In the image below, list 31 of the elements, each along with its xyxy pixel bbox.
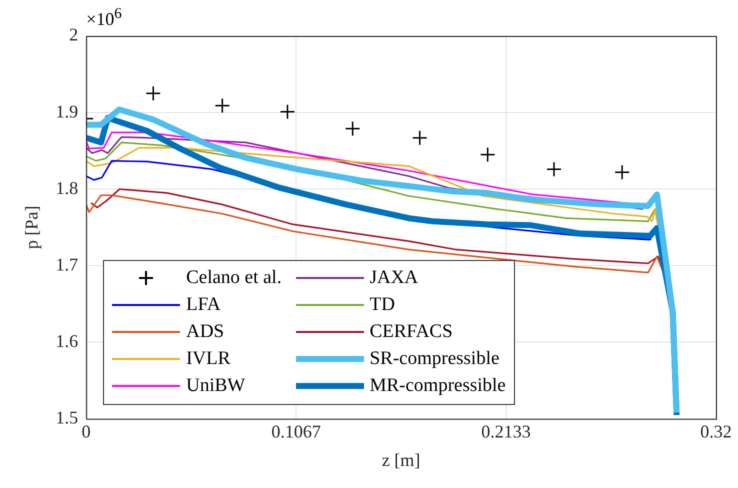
- point: [344, 120, 360, 136]
- x-tick-label: 0.1067: [271, 421, 321, 442]
- x-axis-title: z [m]: [382, 450, 420, 470]
- x-tick-label: 0: [82, 421, 91, 442]
- legend-label: ADS: [186, 321, 224, 344]
- legend-label: TD: [370, 294, 395, 316]
- legend-label: MR-compressible: [370, 375, 506, 398]
- legend-label: LFA: [186, 294, 221, 316]
- point: [412, 130, 428, 146]
- x-tick-label: 0.32: [700, 421, 732, 442]
- y-tick-label: 1.7: [56, 254, 78, 274]
- legend-label: UniBW: [186, 375, 246, 398]
- y-tick-label: 1.9: [56, 101, 78, 122]
- y-tick-label: 1.6: [56, 330, 78, 351]
- point: [480, 146, 496, 162]
- y-tick-label: 1.8: [56, 178, 78, 198]
- point: [546, 161, 562, 177]
- point: [280, 104, 296, 120]
- point: [614, 164, 630, 180]
- y-axis-title: p [Pa]: [22, 206, 42, 250]
- point: [214, 98, 230, 114]
- legend-label: Celano et al.: [186, 267, 282, 290]
- y-tick-label: 1.5: [56, 408, 78, 428]
- point: [145, 86, 161, 102]
- legend-label: IVLR: [186, 348, 230, 370]
- y-tick-label: 2: [69, 24, 78, 45]
- legend-label: JAXA: [370, 267, 418, 290]
- x-tick-label: 0.2133: [481, 421, 531, 442]
- legend-label: SR-compressible: [370, 348, 500, 370]
- legend-label: CERFACS: [370, 321, 453, 344]
- text: ×10$^{6}$: [86, 6, 122, 30]
